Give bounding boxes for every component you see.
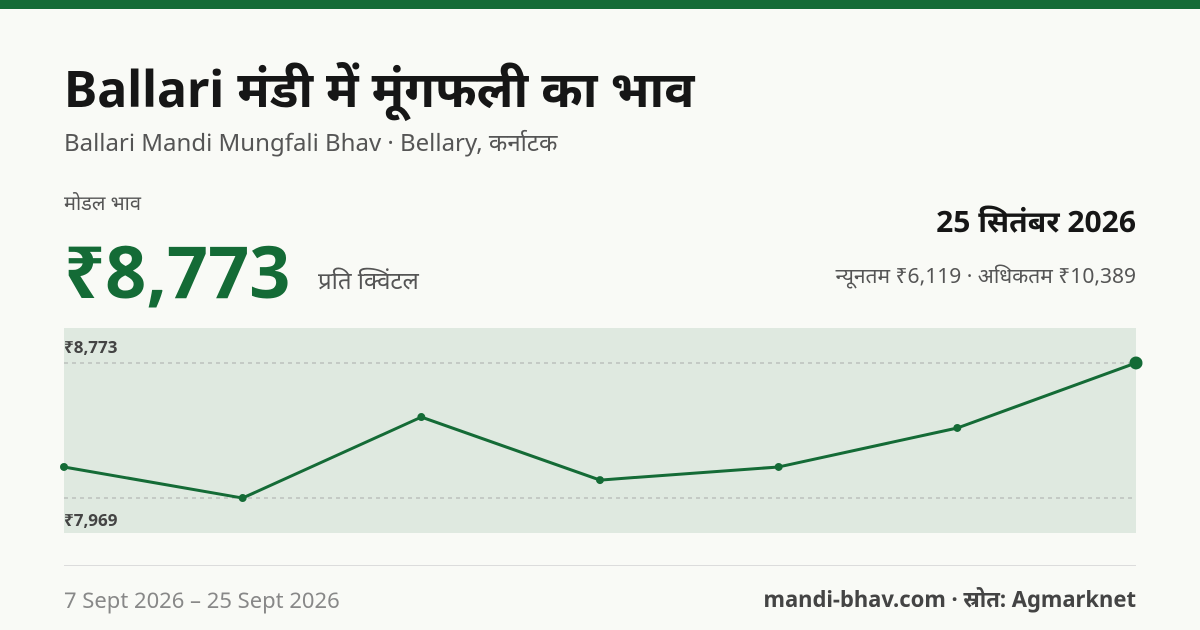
point <box>417 413 426 422</box>
point <box>953 423 962 432</box>
plot-area <box>64 328 1136 533</box>
unit: प्रति क्विंटल <box>318 264 419 297</box>
title: Ballari मंडी में मूंगफली का भाव <box>64 54 695 122</box>
subtitle: Ballari Mandi Mungfali Bhav · Bellary, क… <box>64 126 558 159</box>
point <box>774 462 783 471</box>
y-tick-label: ₹8,773 <box>64 335 118 358</box>
min-max: न्यूनतम ₹6,119 · अधिकतम ₹10,389 <box>835 262 1136 290</box>
point <box>596 476 604 485</box>
y-tick-label: ₹7,969 <box>64 508 118 531</box>
date-range: 7 Sept 2026 – 25 Sept 2026 <box>64 585 340 615</box>
price-label: मोडल भाव <box>64 189 141 216</box>
price: ₹8,773 <box>64 222 291 320</box>
top-bar <box>0 0 1200 9</box>
point <box>1129 356 1143 370</box>
date: 25 सितंबर 2026 <box>936 200 1136 241</box>
divider <box>64 565 1136 566</box>
point <box>60 462 68 471</box>
source: mandi-bhav.com · स्रोत: Agmarknet <box>763 584 1136 614</box>
point <box>238 494 247 503</box>
